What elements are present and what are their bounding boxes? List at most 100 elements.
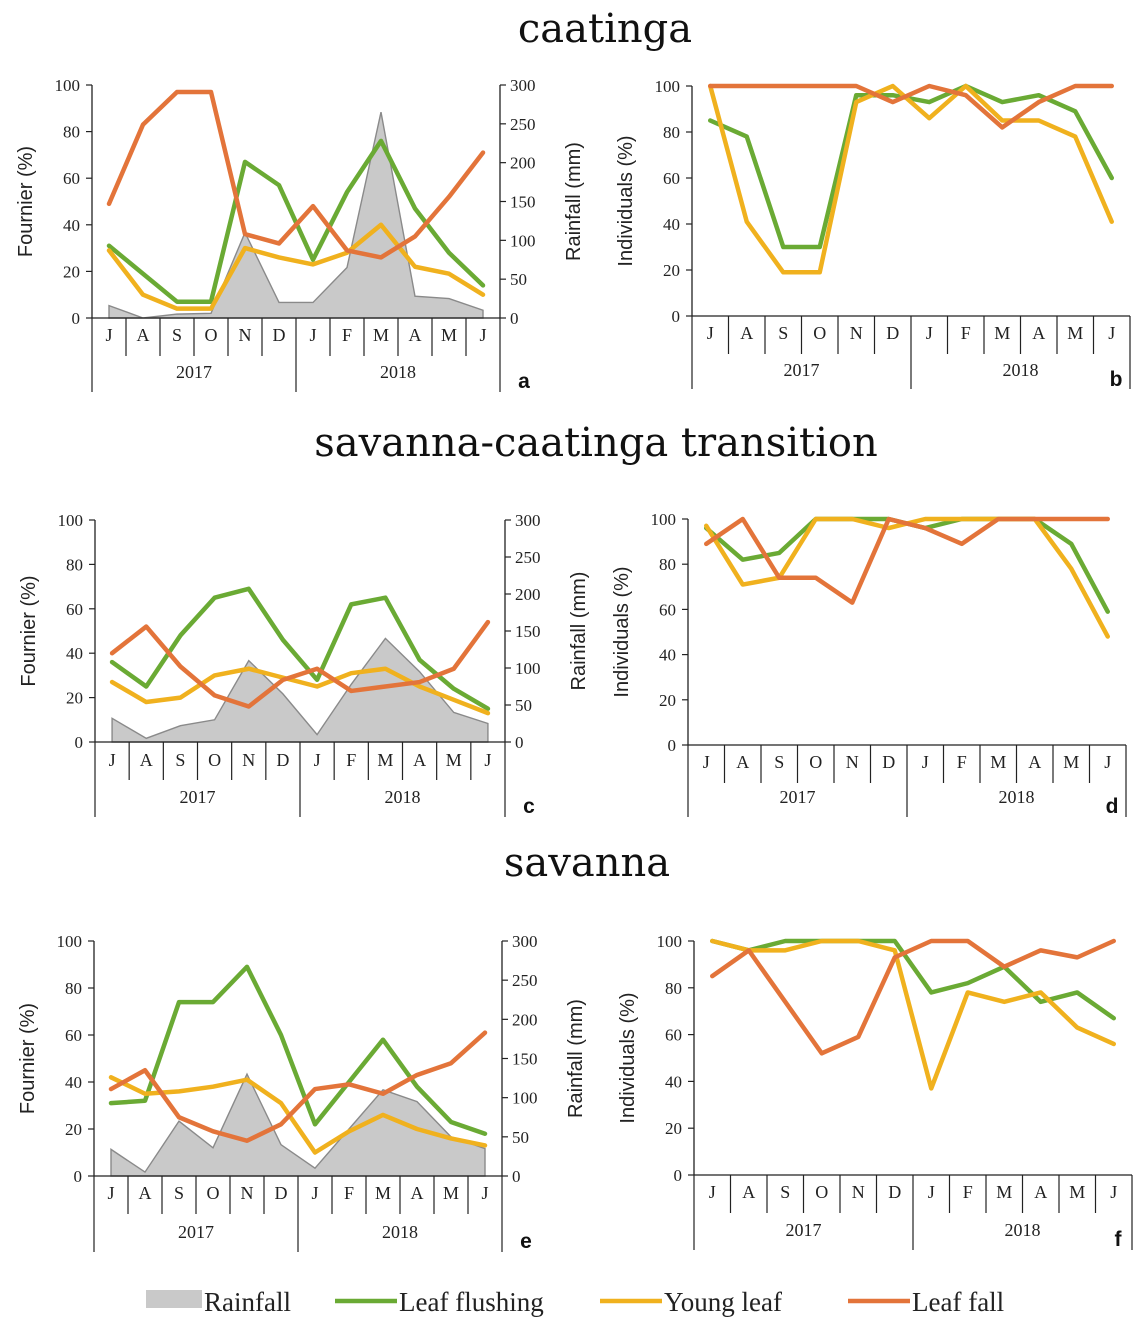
- legend-swatch-rainfall: [146, 1290, 202, 1308]
- y2-tick-label: 0: [510, 309, 519, 328]
- x-tick-label: J: [309, 325, 316, 345]
- x-tick-label: J: [314, 750, 321, 770]
- y-tick-label: 100: [57, 932, 83, 951]
- x-tick-label: O: [809, 752, 822, 772]
- panel-label: a: [518, 370, 530, 393]
- y-tick-label: 20: [665, 1119, 682, 1138]
- y2-tick-label: 100: [512, 1089, 538, 1108]
- y2-tick-label: 0: [512, 1167, 521, 1186]
- y-axis-title: Individuals (%): [611, 566, 633, 697]
- y-tick-label: 40: [665, 1072, 682, 1091]
- x-tick-label: M: [990, 752, 1006, 772]
- x-tick-label: F: [963, 1182, 973, 1202]
- x-tick-label: J: [707, 323, 714, 343]
- series-line-young-leaf: [106, 222, 486, 311]
- x-tick-label: N: [242, 750, 255, 770]
- x-tick-label: J: [1104, 752, 1111, 772]
- section-title-transition: savanna-caatinga transition: [314, 420, 877, 466]
- year-label: 2017: [178, 1222, 214, 1242]
- series-line-young-leaf: [710, 938, 1116, 1091]
- section-title-caatinga: caatinga: [518, 6, 692, 52]
- x-tick-label: A: [137, 325, 150, 345]
- x-tick-label: S: [774, 752, 784, 772]
- x-tick-label: J: [107, 1183, 114, 1203]
- y-tick-label: 100: [655, 77, 681, 96]
- y-tick-label: 100: [651, 510, 677, 529]
- y-tick-label: 60: [66, 600, 83, 619]
- x-tick-label: A: [411, 1183, 424, 1203]
- y2-tick-label: 150: [510, 193, 536, 212]
- y-tick-label: 0: [75, 733, 84, 752]
- series-line-leaf-flushing: [108, 964, 488, 1136]
- rainfall-area: [111, 637, 489, 743]
- x-tick-label: M: [375, 1183, 391, 1203]
- y2-tick-label: 0: [515, 733, 524, 752]
- x-tick-label: N: [852, 1182, 865, 1202]
- legend-item-rainfall: Rainfall: [146, 1287, 291, 1317]
- x-tick-label: O: [813, 323, 826, 343]
- y2-tick-label: 150: [512, 1050, 538, 1069]
- year-label: 2018: [1005, 1220, 1041, 1240]
- x-tick-label: M: [1063, 752, 1079, 772]
- x-tick-label: A: [140, 750, 153, 770]
- x-tick-label: M: [373, 325, 389, 345]
- y-tick-label: 80: [63, 123, 80, 142]
- year-label: 2017: [780, 787, 816, 807]
- x-tick-label: M: [441, 325, 457, 345]
- rainfall-area: [108, 112, 484, 319]
- y2-axis-title: Rainfall (mm): [565, 999, 587, 1118]
- y-tick-label: 100: [55, 76, 81, 95]
- panel-d: 0 20 40 60 80 100 Individuals (%) J A S O N D J F M A M J 2…: [611, 510, 1127, 818]
- y2-tick-label: 300: [510, 76, 536, 95]
- y2-axis-title: Rainfall (mm): [568, 572, 590, 691]
- y2-axis-title: Rainfall (mm): [563, 142, 585, 261]
- x-tick-label: J: [928, 1182, 935, 1202]
- legend-item-leaf-flushing: Leaf flushing: [335, 1287, 544, 1317]
- series-line-leaf-fall: [708, 83, 1114, 130]
- y-tick-label: 100: [657, 932, 683, 951]
- y-axis-title: Fournier (%): [17, 1003, 39, 1114]
- x-tick-label: A: [1028, 752, 1041, 772]
- y2-tick-label: 100: [510, 231, 536, 250]
- y-tick-label: 60: [665, 1026, 682, 1045]
- y-axis-title: Individuals (%): [617, 992, 639, 1123]
- x-tick-label: N: [241, 1183, 254, 1203]
- x-tick-label: A: [1032, 323, 1045, 343]
- series-line-leaf-fall: [108, 1030, 488, 1143]
- legend-label: Leaf flushing: [399, 1287, 544, 1317]
- x-tick-label: S: [174, 1183, 184, 1203]
- series-line-young-leaf: [109, 666, 491, 716]
- x-tick-label: J: [481, 1183, 488, 1203]
- x-tick-label: M: [996, 1182, 1012, 1202]
- y-tick-label: 40: [66, 644, 83, 663]
- y-tick-label: 0: [668, 736, 677, 755]
- y2-tick-label: 200: [510, 154, 536, 173]
- panel-a: 0 20 40 60 80 100 Fournier (%) 0 50 100 150 200 250 3…: [15, 76, 585, 393]
- x-tick-label: N: [850, 323, 863, 343]
- panel-label: b: [1110, 368, 1123, 391]
- x-tick-label: A: [1034, 1182, 1047, 1202]
- x-tick-label: N: [846, 752, 859, 772]
- y-tick-label: 60: [659, 600, 676, 619]
- year-label: 2018: [382, 1222, 418, 1242]
- y-tick-label: 80: [665, 979, 682, 998]
- x-tick-label: A: [740, 323, 753, 343]
- panel-label: f: [1115, 1228, 1123, 1251]
- year-label: 2017: [176, 362, 212, 382]
- year-label: 2017: [786, 1220, 822, 1240]
- y-tick-label: 40: [659, 646, 676, 665]
- y-axis-title: Fournier (%): [18, 575, 40, 686]
- x-tick-label: D: [275, 1183, 288, 1203]
- y-tick-label: 20: [663, 261, 680, 280]
- y-tick-label: 40: [663, 215, 680, 234]
- y2-tick-label: 250: [515, 548, 541, 567]
- y-tick-label: 80: [659, 555, 676, 574]
- x-tick-label: M: [1067, 323, 1083, 343]
- section-title-savanna: savanna: [504, 840, 670, 886]
- y-tick-label: 0: [674, 1166, 683, 1185]
- panel-f: 0 20 40 60 80 100 Individuals (%) J A S O N D J F M A M J 2…: [617, 932, 1133, 1251]
- y-tick-label: 80: [66, 555, 83, 574]
- panel-e: 0 20 40 60 80 100 Fournier (%) 0 50 100 150 200 250 3…: [17, 932, 587, 1253]
